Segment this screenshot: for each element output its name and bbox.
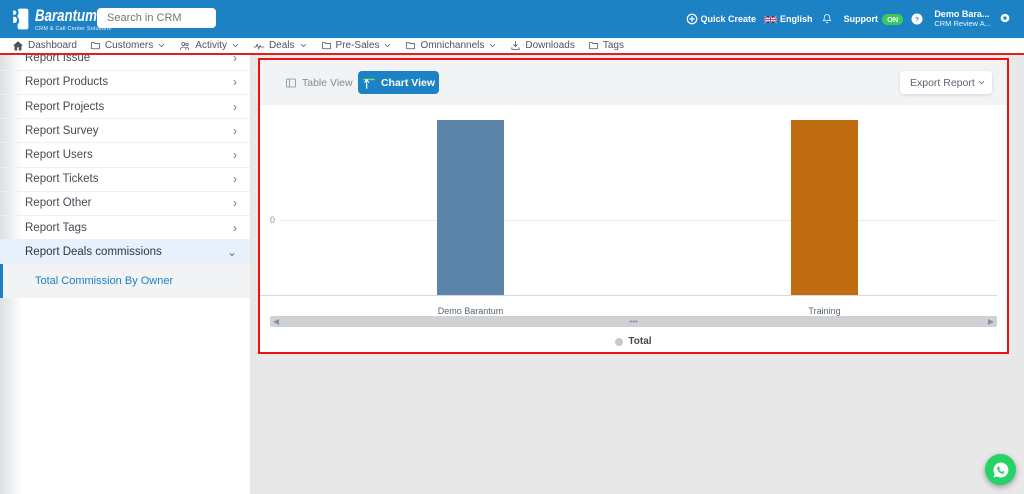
svg-text:?: ?	[915, 16, 919, 23]
